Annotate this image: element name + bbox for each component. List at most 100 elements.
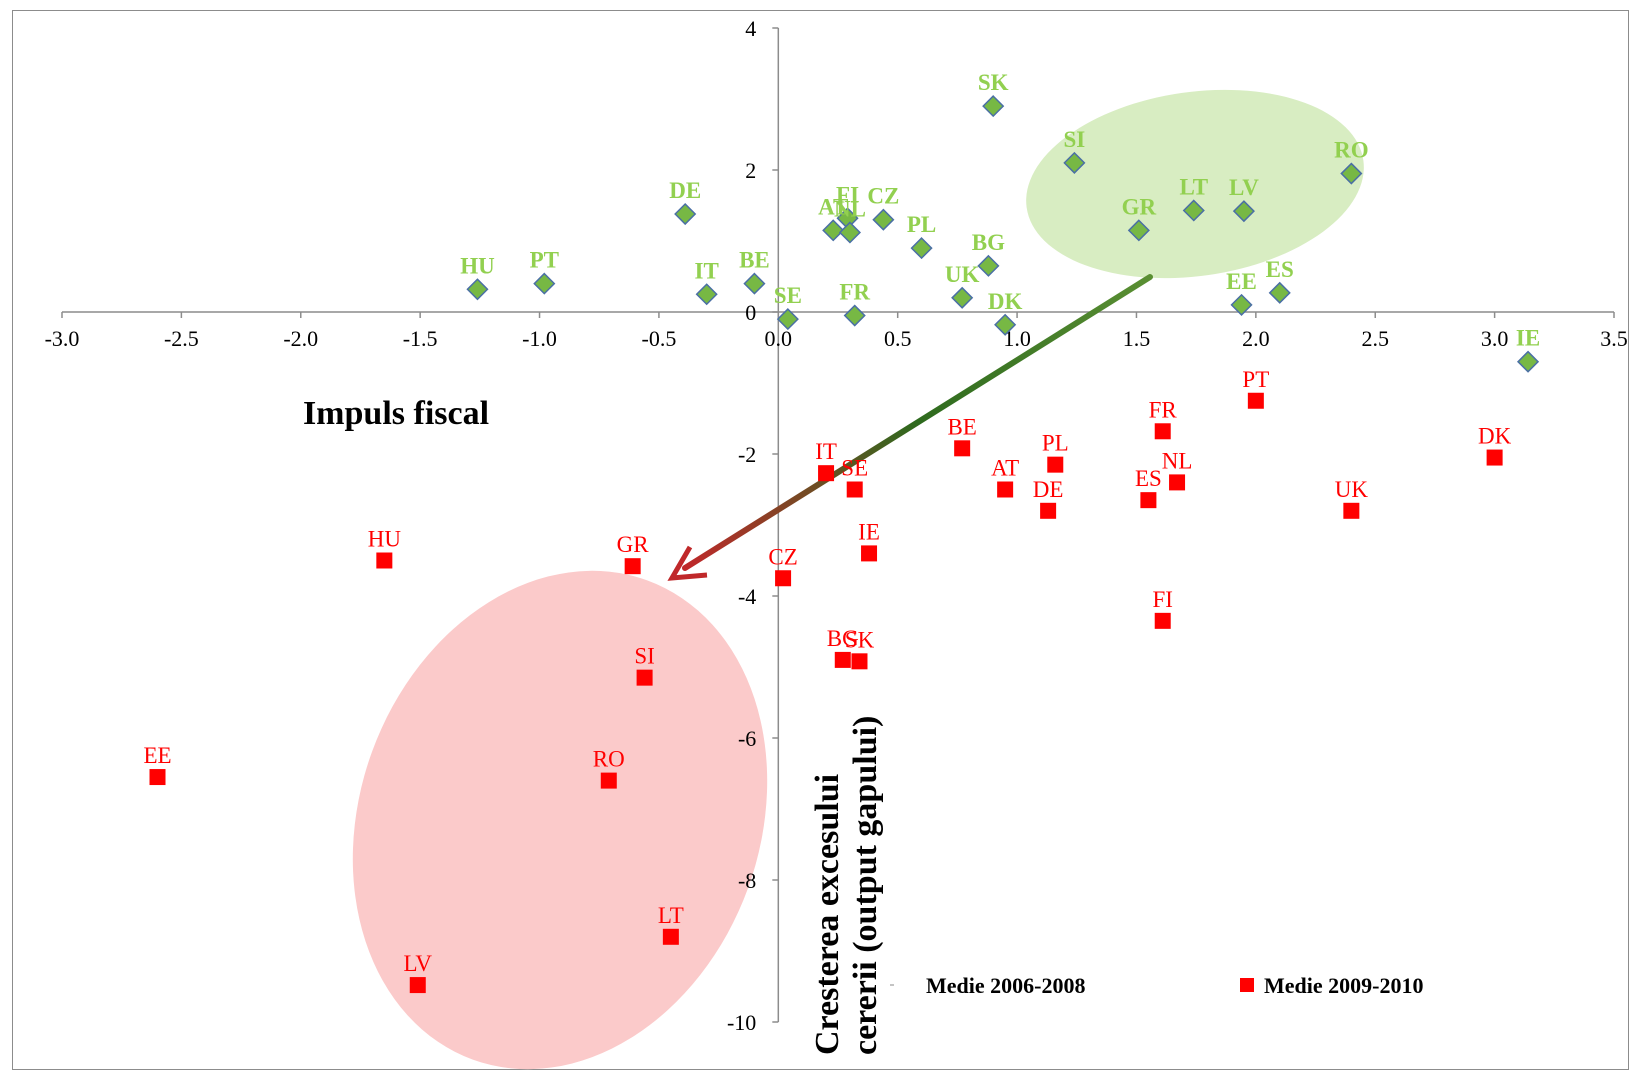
marker-2006-cz (872, 208, 895, 231)
point-label-2009-fr: FR (1149, 397, 1178, 422)
chart-frame (12, 10, 1629, 1070)
x-tick-label: 3.0 (1481, 326, 1509, 351)
point-label-2006-fr: FR (839, 280, 870, 305)
x-tick-label: -2.5 (164, 326, 199, 351)
marker-2006-pl (910, 237, 933, 260)
marker-2009-se (846, 481, 863, 498)
marker-2009-hu (376, 552, 393, 569)
marker-2009-at (997, 481, 1014, 498)
point-label-2009-fi: FI (1152, 587, 1172, 612)
point-label-2006-pl: PL (907, 212, 936, 237)
point-label-2009-be: BE (947, 414, 976, 439)
marker-2006-lv (1232, 200, 1255, 223)
point-label-2006-cz: CZ (867, 184, 899, 209)
point-label-2009-es: ES (1135, 466, 1162, 491)
y-tick-label: -2 (738, 442, 756, 467)
axis-titles: Impuls fiscal Cresterea excesuluicererii … (303, 395, 884, 1055)
marker-2006-es (1268, 281, 1291, 304)
point-label-2006-dk: DK (988, 289, 1023, 314)
marker-2006-sk (982, 95, 1005, 118)
x-tick-label: -1.0 (522, 326, 557, 351)
y-tick-label: -6 (738, 726, 756, 751)
point-label-2009-se: SE (841, 456, 868, 481)
point-label-2006-bg: BG (972, 230, 1005, 255)
marker-2009-fr (1154, 423, 1171, 440)
point-label-2006-uk: UK (945, 262, 980, 287)
point-label-2006-se: SE (774, 283, 802, 308)
axes: -3.0 -2.5 -2.0 -1.5 -1.0 -0.5 0.0 0.5 1.0 1.5 2.0 2… (45, 16, 1628, 1035)
marker-2009-sk (851, 653, 868, 670)
point-label-2006-lt: LT (1179, 174, 1208, 199)
marker-2009-gr (624, 558, 641, 575)
marker-2009-si (636, 669, 653, 686)
x-tick-label: 1.5 (1123, 326, 1151, 351)
point-label-2009-pl: PL (1042, 431, 1069, 456)
marker-2009-dk (1486, 449, 1503, 466)
marker-2006-ro (1340, 162, 1363, 185)
marker-2009-ee (149, 769, 166, 786)
marker-2006-lt (1182, 199, 1205, 222)
x-tick-label: -0.5 (642, 326, 677, 351)
point-label-2009-gr: GR (617, 532, 650, 557)
point-label-2006-de: DE (669, 178, 701, 203)
point-label-2006-be: BE (739, 248, 770, 273)
legend-label-2006: Medie 2006-2008 (926, 973, 1085, 998)
point-label-2006-it: IT (695, 258, 719, 283)
legend-label-2009: Medie 2009-2010 (1264, 973, 1423, 998)
x-tick-label: -3.0 (45, 326, 80, 351)
trend-arrow-head (667, 545, 708, 581)
y-tick-label: 4 (745, 16, 756, 41)
y-tick-label: 2 (745, 158, 756, 183)
marker-2009-ro (600, 772, 617, 789)
point-label-2009-sk: SK (845, 627, 875, 652)
point-label-2009-at: AT (991, 456, 1019, 481)
marker-2006-de (674, 202, 697, 226)
point-label-2006-lv: LV (1229, 175, 1259, 200)
marker-2006-ie (1516, 350, 1540, 373)
marker-2006-se (776, 308, 799, 331)
marker-2009-lt (662, 928, 679, 945)
marker-2009-es (1140, 492, 1157, 509)
x-tick-label: 0.5 (884, 326, 912, 351)
point-label-2009-cz: CZ (768, 544, 797, 569)
marker-2009-lv (409, 977, 426, 994)
marker-2006-bg (977, 254, 1000, 277)
marker-2009-pt (1247, 392, 1264, 409)
marker-2006-fr (843, 304, 866, 327)
marker-2009-bg (834, 651, 851, 668)
point-label-2006-gr: GR (1122, 194, 1157, 219)
point-label-2006-nl: NL (834, 196, 866, 221)
point-label-2006-es: ES (1266, 257, 1294, 282)
marker-2009-it (818, 465, 835, 482)
x-tick-label: 0.0 (765, 326, 793, 351)
x-tick-label: 2.5 (1361, 326, 1389, 351)
marker-2009-fi (1154, 612, 1171, 629)
trend-arrow-shaft (682, 274, 1153, 571)
point-label-2009-ee: EE (143, 743, 171, 768)
marker-2006-pt (533, 272, 556, 295)
marker-2006-be (743, 272, 766, 295)
marker-2006-at (822, 219, 845, 242)
point-label-2006-pt: PT (530, 248, 559, 273)
marker-2006-hu (466, 278, 489, 301)
ellipse-2006-highlight (1026, 89, 1364, 279)
legend: Medie 2006-2008 Medie 2009-2010 (890, 973, 1423, 998)
point-label-2006-fi: FI (836, 182, 859, 207)
point-label-2009-de: DE (1033, 477, 1064, 502)
point-label-2009-dk: DK (1478, 424, 1512, 449)
x-tick-label: 2.0 (1242, 326, 1270, 351)
marker-2006-ee (1230, 293, 1253, 316)
marker-2006-it (695, 283, 718, 306)
point-label-2009-si: SI (634, 644, 654, 669)
marker-2006-si (1063, 151, 1086, 174)
point-label-2009-hu: HU (368, 527, 402, 552)
point-label-2009-it: IT (815, 439, 837, 464)
y-tick-label: -4 (738, 584, 756, 609)
point-label-2009-lv: LV (403, 951, 432, 976)
y-axis-title-line: Cresterea excesului (809, 774, 846, 1055)
point-label-2006-ie: IE (1516, 326, 1540, 351)
marker-2009-uk (1343, 502, 1360, 519)
point-label-2006-hu: HU (460, 253, 495, 278)
x-tick-label: 3.5 (1600, 326, 1628, 351)
